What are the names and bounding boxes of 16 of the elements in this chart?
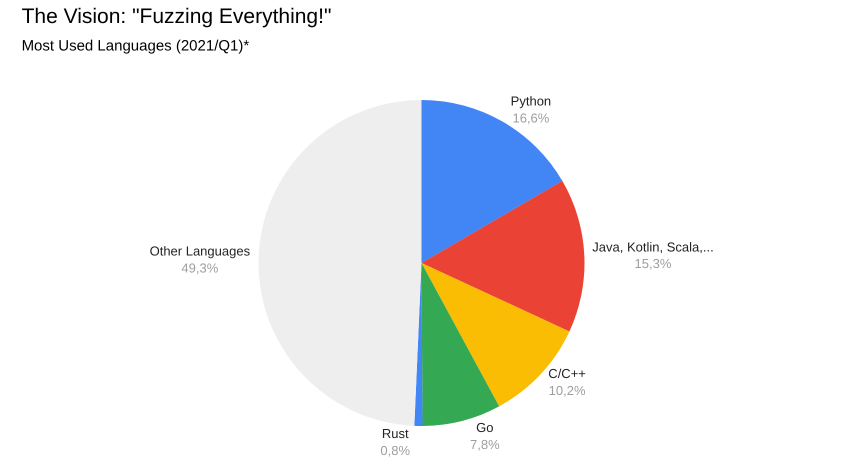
slice-label: Other Languages [150, 243, 251, 258]
pie-slice [258, 100, 422, 426]
data-label: 49,3% [181, 260, 219, 276]
data-label: 10,2% [548, 383, 586, 398]
data-label: 16,6% [512, 110, 550, 126]
chart-subtitle: Most Used Languages (2021/Q1)* [22, 37, 250, 54]
slice-label: Python [510, 94, 552, 109]
chart-title: The Vision: "Fuzzing Everything!" [22, 5, 332, 28]
slice-label: Rust [382, 426, 409, 441]
pie-slice [422, 180, 584, 332]
slice-label: C/C++ [548, 366, 586, 382]
slice-label: Java, Kotlin, Scala,... [592, 239, 714, 254]
data-label: 0,8% [380, 442, 410, 458]
data-label: 15,3% [634, 256, 672, 272]
data-label: 7,8% [470, 436, 500, 452]
slice-label: Go [476, 420, 494, 435]
